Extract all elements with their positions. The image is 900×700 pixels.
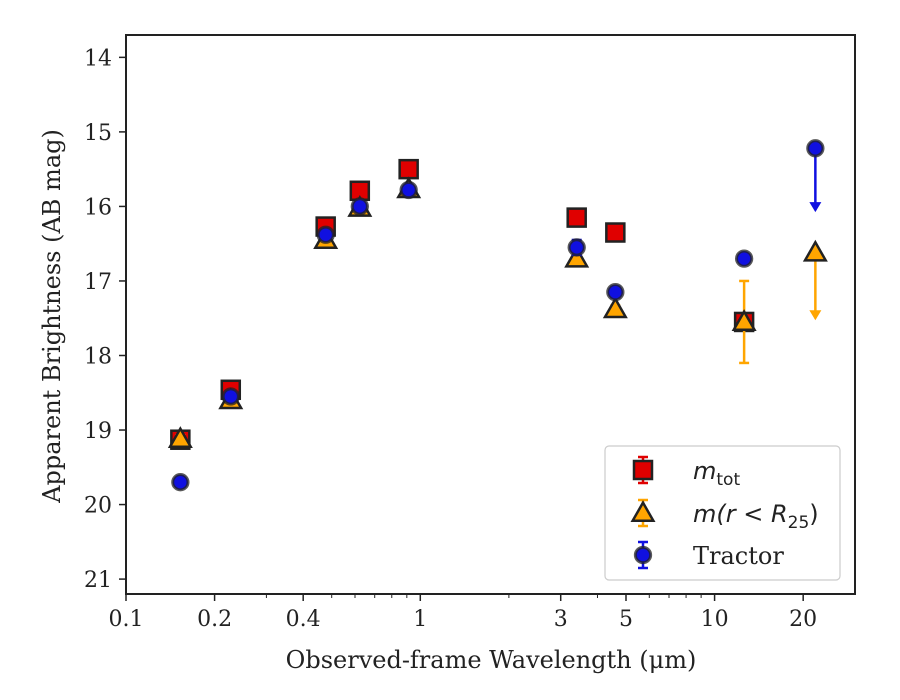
data-point-circle	[399, 180, 418, 200]
data-point-triangle	[167, 426, 193, 448]
data-point-circle	[734, 249, 754, 268]
y-tick-label: 18	[84, 344, 112, 369]
y-tick-label: 17	[84, 270, 112, 295]
data-point-circle	[606, 282, 625, 302]
x-tick-label: 20	[789, 607, 817, 632]
data-point-circle	[171, 473, 190, 492]
data-point-square	[605, 222, 626, 243]
series-triangle	[167, 176, 828, 448]
data-point-triangle	[802, 239, 828, 262]
x-tick-label: 5	[619, 607, 633, 632]
legend-marker-square	[632, 459, 654, 481]
legend-label: m(r < R25)	[693, 500, 819, 533]
data-point-circle	[567, 238, 586, 257]
x-tick-label: 10	[701, 607, 729, 632]
data-point-circle	[316, 225, 335, 244]
x-tick-label: 0.1	[109, 607, 144, 632]
y-tick-label: 16	[84, 195, 112, 220]
x-axis: 0.1 0.2 0.4 1 3 5 10 20	[109, 594, 817, 632]
data-point-circle	[221, 387, 240, 406]
data-point-circle	[806, 139, 825, 158]
x-tick-label: 3	[554, 607, 568, 632]
x-tick-label: 1	[413, 607, 427, 632]
x-tick-label: 0.4	[286, 607, 321, 632]
y-tick-label: 14	[84, 46, 112, 71]
y-tick-label: 19	[84, 419, 112, 444]
legend-label: mtot	[693, 457, 740, 490]
legend: mtot m(r < R25) Tractor	[604, 445, 841, 581]
data-point-square	[566, 207, 587, 228]
data-point-triangle	[564, 245, 590, 268]
series-square	[170, 158, 755, 450]
x-tick-label: 0.2	[197, 607, 232, 632]
data-point-triangle	[731, 309, 757, 331]
legend-box	[604, 445, 841, 581]
plot-frame	[125, 34, 856, 595]
x-axis-title: Observed-frame Wavelength (μm)	[286, 646, 697, 674]
y-axis: 14 15 16 17 18 19 20 21	[84, 46, 126, 593]
y-tick-label: 20	[84, 494, 112, 519]
data-point-square	[398, 158, 419, 180]
upper-limit-arrowhead	[809, 202, 822, 213]
data-point-circle	[350, 197, 369, 216]
y-tick-label: 15	[84, 121, 112, 146]
legend-marker-triangle	[630, 500, 656, 523]
legend-marker-circle	[633, 545, 653, 565]
series-circle	[171, 139, 825, 492]
data-point-triangle	[602, 296, 628, 319]
y-axis-title: Apparent Brightness (AB mag)	[38, 129, 66, 504]
y-tick-label: 21	[84, 568, 112, 593]
plot-area	[125, 34, 856, 595]
upper-limit-arrowhead	[809, 310, 822, 321]
legend-label: Tractor	[693, 542, 784, 570]
